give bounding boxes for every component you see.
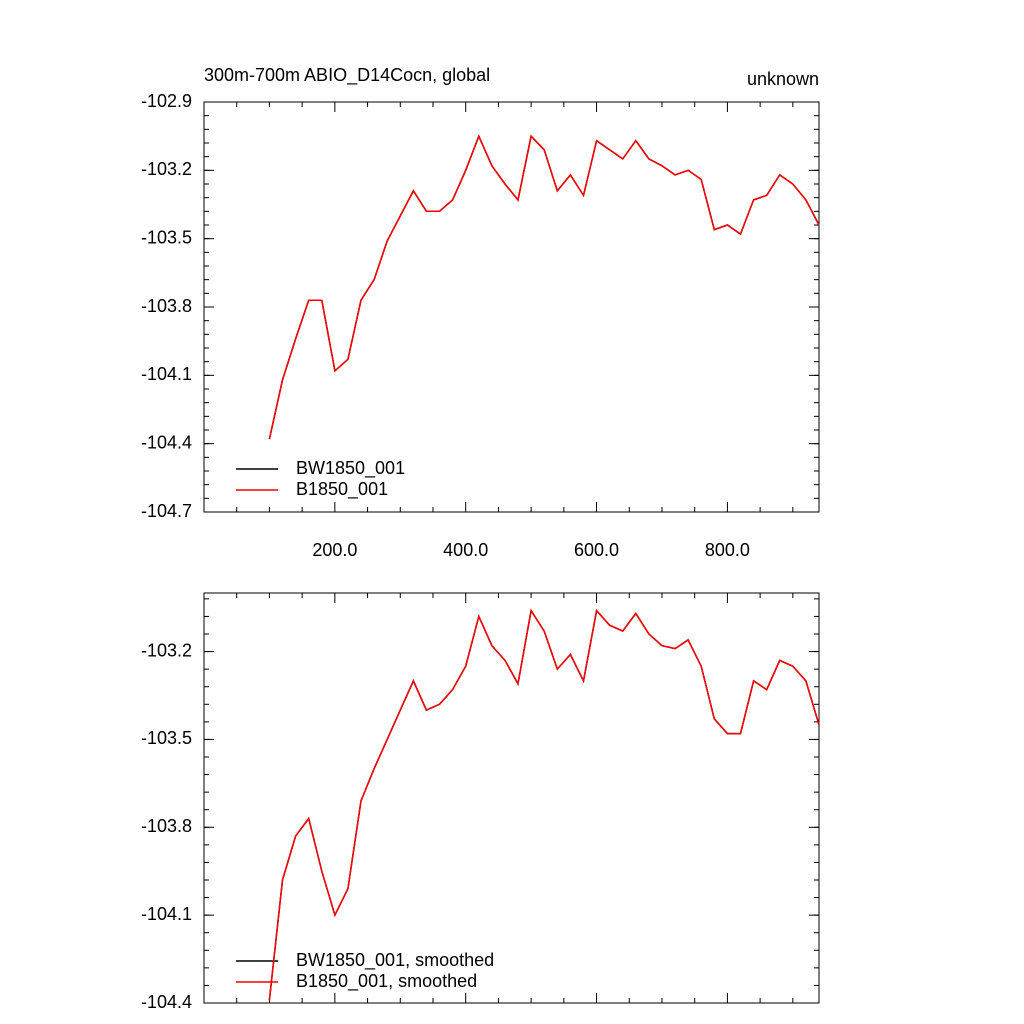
legend-label: BW1850_001, smoothed <box>296 950 494 971</box>
x-tick-label: 600.0 <box>574 540 619 560</box>
y-tick-label: -102.9 <box>141 91 192 111</box>
y-tick-label: -104.7 <box>141 501 192 521</box>
series-line <box>268 608 820 1001</box>
legend-label: B1850_001 <box>296 479 388 500</box>
y-tick-label: -103.8 <box>141 296 192 316</box>
series-line <box>268 608 820 1001</box>
y-tick-label: -103.2 <box>141 159 192 179</box>
y-tick-label: -104.4 <box>141 992 192 1012</box>
legend-label: BW1850_001 <box>296 458 405 479</box>
plot-frame <box>203 101 820 513</box>
series-line <box>268 134 820 440</box>
y-tick-label: -103.5 <box>141 728 192 748</box>
y-tick-label: -104.1 <box>141 904 192 924</box>
chart-title: 300m-700m ABIO_D14Cocn, global <box>204 65 490 86</box>
y-tick-label: -103.2 <box>141 640 192 660</box>
series-line <box>268 134 820 440</box>
y-tick-label: -103.5 <box>141 227 192 247</box>
y-tick-label: -103.8 <box>141 816 192 836</box>
y-tick-label: -104.1 <box>141 364 192 384</box>
legend-label: B1850_001, smoothed <box>296 971 477 992</box>
right-title: unknown <box>747 69 819 89</box>
x-tick-label: 200.0 <box>312 540 357 560</box>
x-tick-label: 400.0 <box>443 540 488 560</box>
y-tick-label: -104.4 <box>141 432 192 452</box>
x-tick-label: 800.0 <box>705 540 750 560</box>
plot-frame <box>203 592 820 1004</box>
